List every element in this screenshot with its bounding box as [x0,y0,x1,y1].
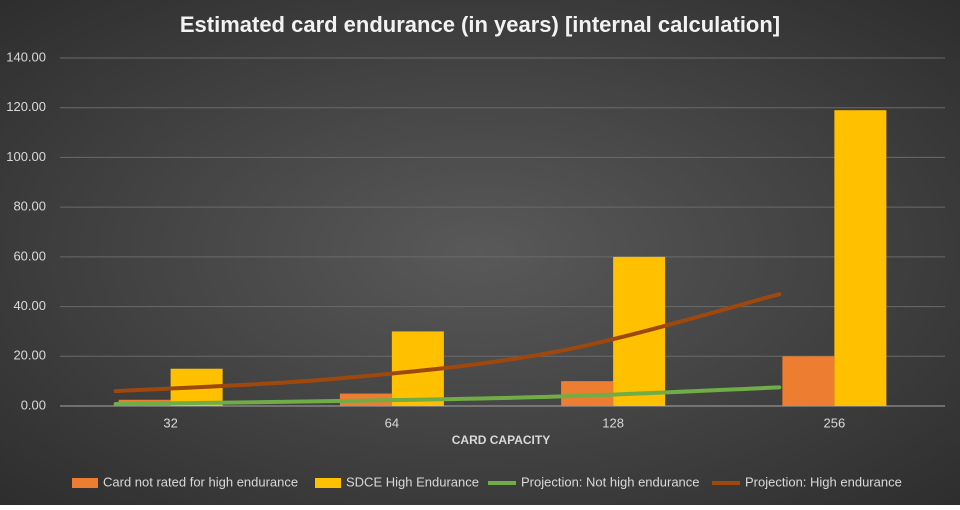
line-series [113,385,782,407]
bar [834,110,887,406]
x-tick-label: 256 [824,415,846,430]
line-series [113,292,782,394]
x-tick-label: 64 [385,415,399,430]
y-tick-label: 140.00 [6,49,46,64]
legend-label: Projection: High endurance [745,474,902,489]
y-tick-label: 100.00 [6,149,46,164]
legend-label: SDCE High Endurance [346,474,479,489]
legend-label: Card not rated for high endurance [103,474,298,489]
y-tick-label: 80.00 [13,199,46,214]
y-tick-label: 20.00 [13,348,46,363]
x-axis-title: CARD CAPACITY [452,433,550,447]
y-tick-label: 40.00 [13,298,46,313]
x-tick-label: 128 [602,415,624,430]
y-tick-label: 120.00 [6,99,46,114]
legend-marker [72,478,98,488]
x-tick-label: 32 [163,415,177,430]
y-tick-label: 0.00 [21,397,46,412]
y-tick-label: 60.00 [13,248,46,263]
bar [782,356,835,406]
chart-title: Estimated card endurance (in years) [int… [180,12,780,37]
legend-label: Projection: Not high endurance [521,474,700,489]
legend-marker [315,478,341,488]
